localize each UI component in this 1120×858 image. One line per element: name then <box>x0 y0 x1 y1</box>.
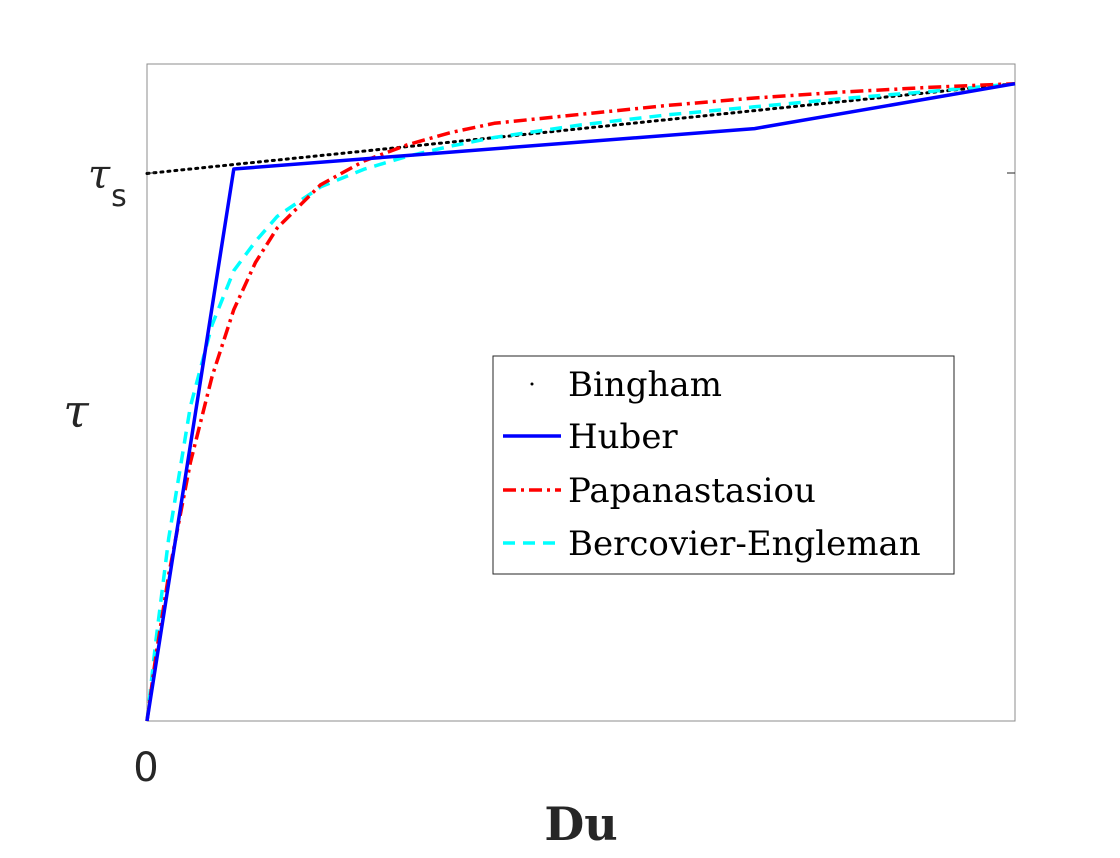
legend-label-huber: Huber <box>568 417 678 457</box>
series-line-huber <box>145 81 1016 722</box>
x-axis-label: Du <box>544 797 617 851</box>
legend-marker-bingham <box>530 382 534 386</box>
y-axis-label: τ <box>63 384 90 438</box>
ytick-label-symbol: τ <box>88 152 111 198</box>
xtick-label-0: 0 <box>133 745 158 791</box>
legend-box <box>492 355 955 575</box>
legend-label-bingham: Bingham <box>568 365 722 405</box>
legend-label-bercovier-engleman: Bercovier-Engleman <box>568 524 921 564</box>
legend-label-papanastasiou: Papanastasiou <box>568 471 816 511</box>
series-line-papanastasiou <box>145 81 1016 722</box>
ytick-label-tau-s: τs <box>88 152 127 214</box>
ytick-label-subscript: s <box>111 179 127 214</box>
legend: Bingham Huber Papanastasiou Bercovier-En… <box>492 355 955 575</box>
series-line-bercovier-engleman <box>145 81 1016 722</box>
series-layer <box>145 81 1017 722</box>
